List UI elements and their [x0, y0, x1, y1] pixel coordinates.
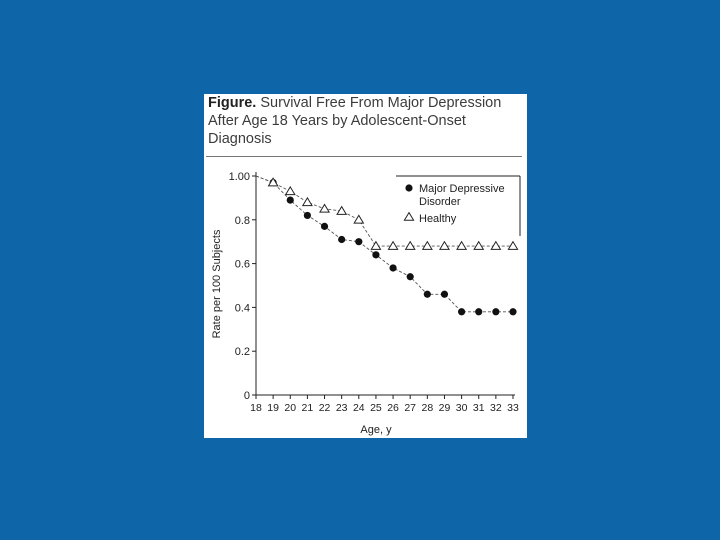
- y-tick-label: 0.6: [235, 259, 250, 271]
- y-axis-label: Rate per 100 Subjects: [211, 229, 223, 338]
- data-point: [475, 308, 483, 316]
- series-line: [255, 175, 513, 247]
- x-tick-label: 32: [490, 402, 502, 414]
- data-point: [458, 308, 466, 316]
- data-point: [320, 222, 329, 230]
- y-tick-label: 0.2: [235, 346, 250, 358]
- data-point: [389, 264, 397, 272]
- x-tick-label: 18: [250, 402, 262, 414]
- data-point: [473, 240, 485, 250]
- data-point: [507, 240, 519, 250]
- data-point: [355, 238, 363, 246]
- chart-legend: Major Depressive Disorder Healthy: [396, 175, 521, 238]
- x-tick-label: 23: [336, 402, 348, 414]
- title-divider: [206, 156, 522, 157]
- figure-title-text: Survival Free From Major Depression Afte…: [208, 95, 502, 147]
- data-point: [509, 308, 517, 316]
- y-tick-label: 0.4: [235, 302, 250, 314]
- figure-label: Figure.: [208, 95, 257, 111]
- x-tick-label: 20: [284, 402, 296, 414]
- data-point: [286, 196, 294, 204]
- data-point: [492, 308, 500, 316]
- data-point: [404, 240, 416, 250]
- figure-card: Figure. Survival Free From Major Depress…: [204, 94, 527, 438]
- x-tick-label: 28: [421, 402, 433, 414]
- chart-axes: 0 0.2 0.4 0.6 0.8 1.00 18 19 20 21 22 23 24 25 26 27 28 2…: [229, 171, 519, 414]
- x-tick-label: 29: [439, 402, 451, 414]
- data-point: [336, 205, 348, 215]
- x-tick-label: 24: [353, 402, 365, 414]
- data-point: [421, 240, 433, 250]
- data-point: [338, 235, 346, 244]
- x-tick-label: 21: [302, 402, 314, 414]
- x-tick-label: 27: [404, 402, 416, 414]
- y-tick-label: 0: [244, 390, 250, 402]
- data-point: [387, 240, 399, 250]
- data-point: [440, 290, 449, 298]
- series-layer: [255, 175, 519, 316]
- legend-label-healthy: Healthy: [419, 213, 457, 225]
- x-axis-label: Age, y: [360, 424, 392, 436]
- data-point: [301, 196, 313, 207]
- x-tick-label: 25: [370, 402, 382, 414]
- x-tick-label: 31: [473, 402, 485, 414]
- data-point: [267, 177, 279, 187]
- legend-marker-healthy: [403, 211, 415, 221]
- series-line: [255, 175, 513, 313]
- survival-chart: 0 0.2 0.4 0.6 0.8 1.00 18 19 20 21 22 23 24 25 26 27 28 2…: [211, 171, 521, 436]
- data-point: [456, 240, 468, 250]
- data-point: [370, 240, 382, 250]
- legend-box: [396, 176, 520, 238]
- data-point: [372, 251, 380, 259]
- legend-label-mdd: Major Depressive Disorder: [419, 183, 505, 208]
- data-point: [438, 240, 450, 250]
- data-point: [406, 273, 414, 281]
- data-point: [319, 203, 331, 213]
- figure-title: Figure. Survival Free From Major Depress…: [208, 94, 524, 148]
- x-tick-label: 26: [387, 402, 399, 414]
- x-tick-label: 33: [507, 402, 519, 414]
- data-point: [353, 214, 365, 224]
- x-tick-label: 30: [456, 402, 468, 414]
- data-point: [490, 240, 502, 250]
- data-point: [284, 185, 296, 196]
- data-point: [303, 211, 311, 220]
- legend-marker-mdd: [405, 184, 413, 192]
- x-tick-label: 22: [319, 402, 331, 414]
- data-point: [423, 290, 431, 298]
- y-tick-label: 0.8: [235, 215, 250, 227]
- x-tick-label: 19: [267, 402, 279, 414]
- series-healthy: [255, 175, 519, 250]
- y-tick-label: 1.00: [229, 171, 250, 183]
